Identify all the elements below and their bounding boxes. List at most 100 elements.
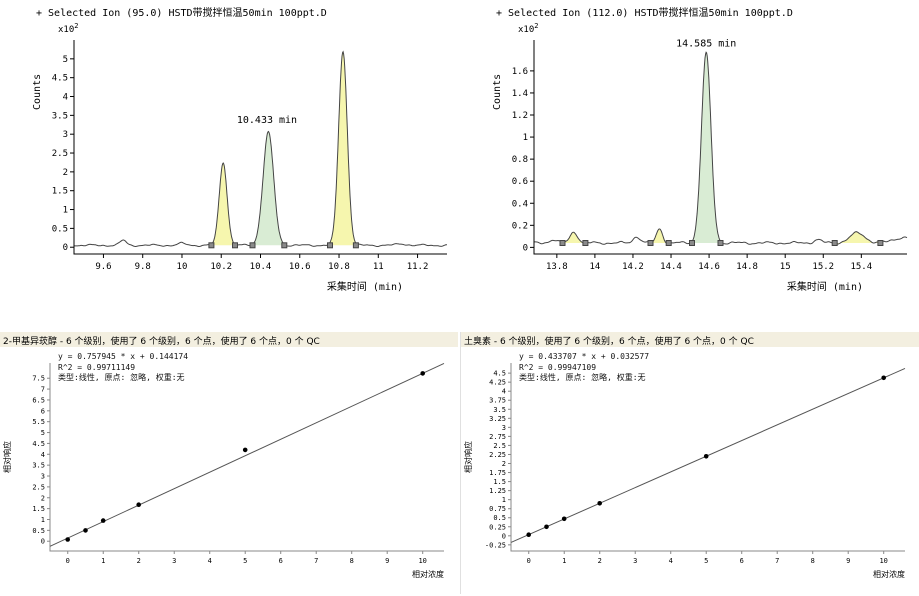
calibration-panel-geosmin: 土臭素 - 6 个级别，使用了 6 个级别，6 个点，使用了 6 个点，0 个 …	[460, 332, 919, 594]
y-tick-label: 5	[41, 429, 45, 437]
y-axis-title: Counts	[492, 74, 503, 110]
baseline-marker	[689, 240, 695, 246]
x-tick-label: 8	[350, 557, 354, 565]
y-axis: 0 0.5 1 1.5 2 2.5 3 3.5 4 4.5 5	[52, 55, 74, 253]
integration-markers	[208, 242, 359, 249]
calibration-plot-geosmin[interactable]: -0.2500.250.50.7511.251.51.7522.252.52.7…	[461, 347, 919, 593]
baseline-marker	[647, 240, 654, 246]
calibration-title-geosmin: 土臭素 - 6 个级别，使用了 6 个级别，6 个点，使用了 6 个点，0 个 …	[461, 332, 919, 347]
x-tick-label: 6	[740, 557, 744, 565]
calibration-point	[703, 454, 709, 459]
baseline-marker	[665, 240, 672, 246]
y-axis-power: x102	[518, 22, 538, 35]
chromatogram-title-geosmin: + Selected Ion (112.0) HSTD带搅拌恒温50min 10…	[496, 8, 793, 18]
calibration-panel-mib: 2-甲基异莰醇 - 6 个级别，使用了 6 个级别，6 个点，使用了 6 个点，…	[0, 332, 458, 594]
y-tick-label: 4.25	[489, 379, 506, 387]
y-tick-label: 1.6	[512, 67, 528, 77]
y-axis-title: Counts	[32, 74, 43, 110]
x-tick-label: 2	[598, 557, 602, 565]
y-tick-label: 2.75	[489, 433, 506, 441]
chromatogram-plot-mib[interactable]: 0 0.5 1 1.5 2 2.5 3 3.5 4 4.5 5 9.6 9.8 10 10.2 10.4 10.…	[0, 18, 459, 312]
baseline-marker	[232, 242, 238, 249]
calibration-point	[597, 501, 602, 506]
x-tick-label: 10	[177, 262, 188, 272]
x-tick-label: 14.8	[736, 262, 758, 272]
calibration-point	[561, 516, 567, 522]
calibration-plot-mib[interactable]: 0 0.5 1 1.5 2 2.5 3 3.5 4 4.5 5 5.5 6 6.5 7 7.5 0 1 2 3 4 5 6 7…	[0, 347, 458, 593]
baseline-marker	[281, 242, 288, 249]
y-tick-label: 0.5	[493, 514, 506, 522]
y-tick-label: 1.5	[52, 187, 68, 197]
baseline-marker	[208, 242, 215, 249]
peak-rt-label: 14.585 min	[676, 39, 736, 50]
x-tick-label: 8	[811, 557, 815, 565]
calibration-point	[242, 447, 248, 453]
x-tick-label: 10.2	[210, 262, 232, 272]
y-tick-label: 4	[63, 93, 68, 103]
y-tick-label: 2	[41, 494, 45, 502]
calibration-points	[65, 371, 426, 542]
y-tick-label: 1	[502, 496, 506, 504]
y-axis: 0 0.2 0.4 0.6 0.8 1 1.2 1.4 1.6	[512, 67, 534, 253]
chromatogram-plot-geosmin[interactable]: 0 0.2 0.4 0.6 0.8 1 1.2 1.4 1.6 13.8 14 14.2 14.4 14.…	[460, 18, 919, 312]
x-axis: 9.6 9.8 10 10.2 10.4 10.6 10.8 11 11.2	[95, 254, 428, 272]
y-tick-label: 0.4	[512, 199, 528, 209]
x-tick-label: 4	[208, 557, 212, 565]
peak-fill	[210, 163, 236, 246]
y-tick-label: 3.5	[32, 462, 45, 470]
y-tick-label: 0.25	[489, 523, 506, 531]
x-axis-title: 相对浓度	[873, 569, 905, 579]
baseline-marker	[559, 240, 566, 246]
x-tick-label: 1	[101, 557, 105, 565]
y-tick-label: 2.25	[489, 451, 506, 459]
y-tick-label: 2.5	[32, 483, 45, 491]
y-tick-label: 0.6	[512, 177, 528, 187]
y-tick-label: 4.5	[493, 370, 506, 378]
y-tick-label: 0.5	[32, 527, 45, 535]
x-tick-label: 11.2	[407, 262, 429, 272]
x-tick-label: 0	[66, 557, 70, 565]
calibration-point	[65, 537, 70, 542]
y-tick-label: 2	[502, 460, 506, 468]
y-tick-label: 1.4	[512, 89, 528, 99]
y-tick-label: 0.8	[512, 155, 528, 165]
y-tick-label: 1	[63, 206, 68, 216]
y-tick-label: 4.5	[32, 440, 45, 448]
y-tick-label: 2	[63, 168, 68, 178]
y-tick-label: 0	[41, 538, 45, 546]
x-tick-label: 9	[385, 557, 389, 565]
y-tick-label: 1.5	[32, 505, 45, 513]
y-tick-label: 5.5	[32, 418, 45, 426]
calibration-point	[526, 532, 531, 537]
x-tick-label: 10	[879, 557, 887, 565]
y-tick-label: 3.5	[52, 111, 68, 121]
x-tick-label: 14.6	[698, 262, 720, 272]
x-tick-label: 2	[137, 557, 141, 565]
x-tick-label: 4	[669, 557, 673, 565]
x-tick-label: 15	[780, 262, 791, 272]
y-tick-label: 2.5	[52, 149, 68, 159]
y-tick-label: 6	[41, 407, 45, 415]
integration-markers	[559, 240, 884, 246]
x-tick-label: 5	[704, 557, 708, 565]
axes	[49, 363, 444, 552]
y-tick-label: 1	[41, 516, 45, 524]
y-axis-power: x102	[58, 22, 78, 35]
y-tick-label: 5	[63, 55, 68, 65]
calibration-point	[881, 375, 886, 381]
x-axis-title: 相对浓度	[412, 569, 444, 579]
y-tick-label: 0	[502, 532, 506, 540]
chromatogram-panel-mib: + Selected Ion (95.0) HSTD带搅拌恒温50min 100…	[0, 0, 459, 312]
baseline-marker	[249, 242, 256, 249]
x-tick-label: 10.6	[289, 262, 311, 272]
fit-line	[49, 363, 445, 547]
calibration-point	[544, 524, 549, 530]
y-tick-label: 3.25	[489, 415, 506, 423]
calibration-point	[136, 502, 141, 507]
y-tick-label: 0.75	[489, 505, 506, 513]
calibration-point	[100, 518, 106, 523]
x-tick-label: 9	[846, 557, 850, 565]
y-tick-label: 7.5	[32, 375, 45, 383]
x-axis-title: 采集时间 (min)	[327, 280, 403, 293]
peak-fill	[691, 52, 722, 244]
